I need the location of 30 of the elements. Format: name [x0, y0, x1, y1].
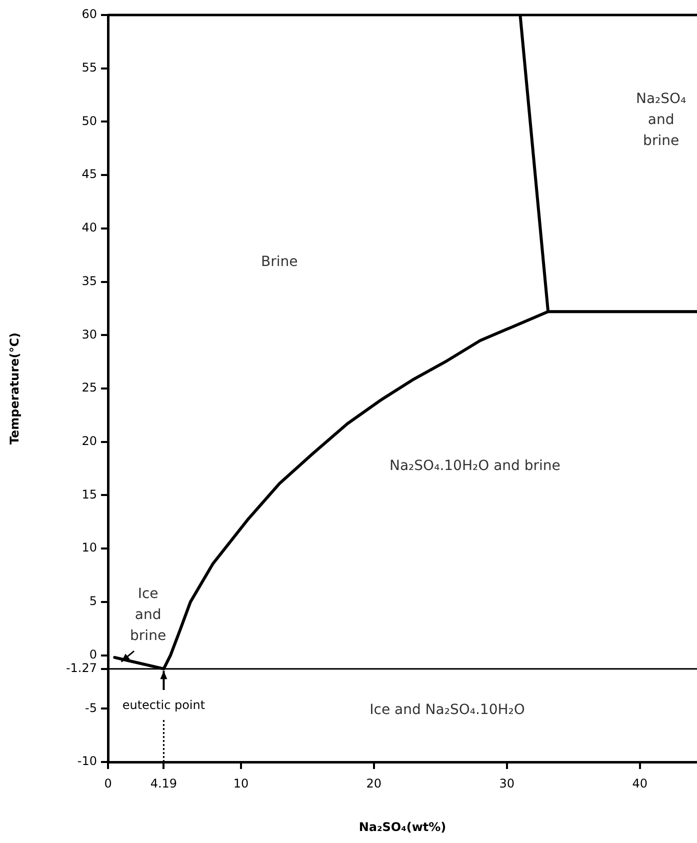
y-tick-label: 60 [82, 7, 97, 22]
y-tick-label: -10 [77, 754, 97, 768]
y-axis-title: Temperature(°C) [7, 332, 22, 445]
y-tick-label: 55 [82, 60, 97, 74]
x-tick-label: 30 [499, 776, 515, 790]
y-tick-label: -5 [85, 700, 97, 715]
y-tick-label: 45 [82, 167, 97, 182]
annotation: Na₂SO₄.10H₂O and brine [390, 458, 560, 474]
x-tick-label: 10 [233, 776, 249, 790]
y-tick-label: 5 [89, 594, 97, 608]
ref-line-label: eutectic point [122, 698, 206, 712]
x-axis-title: Na₂SO₄(wt%) [358, 820, 446, 834]
x-tick-label: 4.19 [150, 776, 178, 790]
y-tick-label: 40 [82, 220, 97, 235]
y-tick-label: 10 [82, 540, 97, 555]
annotation: Ice and brine [130, 586, 166, 644]
annotation: Ice and Na₂SO₄.10H₂O [370, 702, 525, 718]
x-tick-label: 0 [104, 776, 112, 790]
y-tick-label: 0 [89, 647, 97, 662]
annotation: Na₂SO₄ and brine [636, 90, 687, 149]
annotation: Brine [261, 254, 298, 270]
y-tick-label: 35 [82, 274, 97, 288]
x-tick-label: 40 [632, 776, 648, 790]
y-tick-label: 30 [82, 327, 97, 342]
y-tick-label: 25 [82, 380, 97, 395]
y-tick-label: 20 [82, 434, 97, 448]
x-tick-label: 20 [366, 776, 382, 790]
y-tick-label: 15 [82, 487, 97, 502]
y-tick-label: 50 [82, 114, 97, 128]
y-tick-label: -1.27 [66, 660, 97, 675]
